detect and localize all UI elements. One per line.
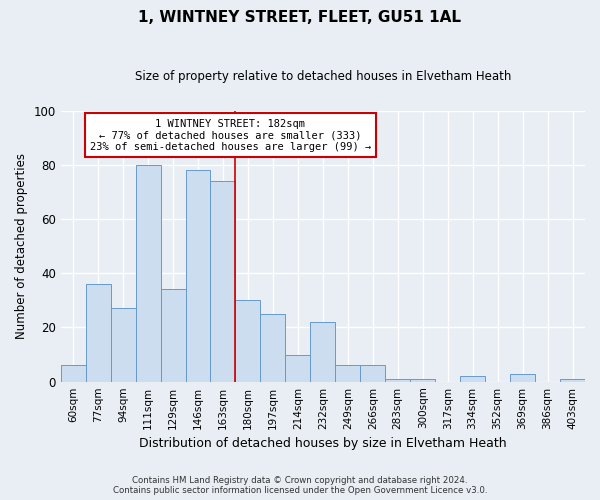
Bar	[360, 366, 385, 382]
Bar	[510, 374, 535, 382]
Bar	[211, 181, 235, 382]
Bar	[310, 322, 335, 382]
Bar	[260, 314, 286, 382]
Bar	[86, 284, 110, 382]
Text: Contains HM Land Registry data © Crown copyright and database right 2024.
Contai: Contains HM Land Registry data © Crown c…	[113, 476, 487, 495]
Bar	[185, 170, 211, 382]
Bar	[286, 354, 310, 382]
Text: 1 WINTNEY STREET: 182sqm
← 77% of detached houses are smaller (333)
23% of semi-: 1 WINTNEY STREET: 182sqm ← 77% of detach…	[90, 118, 371, 152]
Y-axis label: Number of detached properties: Number of detached properties	[15, 153, 28, 339]
Bar	[110, 308, 136, 382]
Title: Size of property relative to detached houses in Elvetham Heath: Size of property relative to detached ho…	[134, 70, 511, 83]
Bar	[410, 379, 435, 382]
Bar	[335, 366, 360, 382]
Bar	[61, 366, 86, 382]
Bar	[161, 290, 185, 382]
X-axis label: Distribution of detached houses by size in Elvetham Heath: Distribution of detached houses by size …	[139, 437, 506, 450]
Bar	[385, 379, 410, 382]
Bar	[136, 165, 161, 382]
Text: 1, WINTNEY STREET, FLEET, GU51 1AL: 1, WINTNEY STREET, FLEET, GU51 1AL	[139, 10, 461, 25]
Bar	[460, 376, 485, 382]
Bar	[560, 379, 585, 382]
Bar	[235, 300, 260, 382]
